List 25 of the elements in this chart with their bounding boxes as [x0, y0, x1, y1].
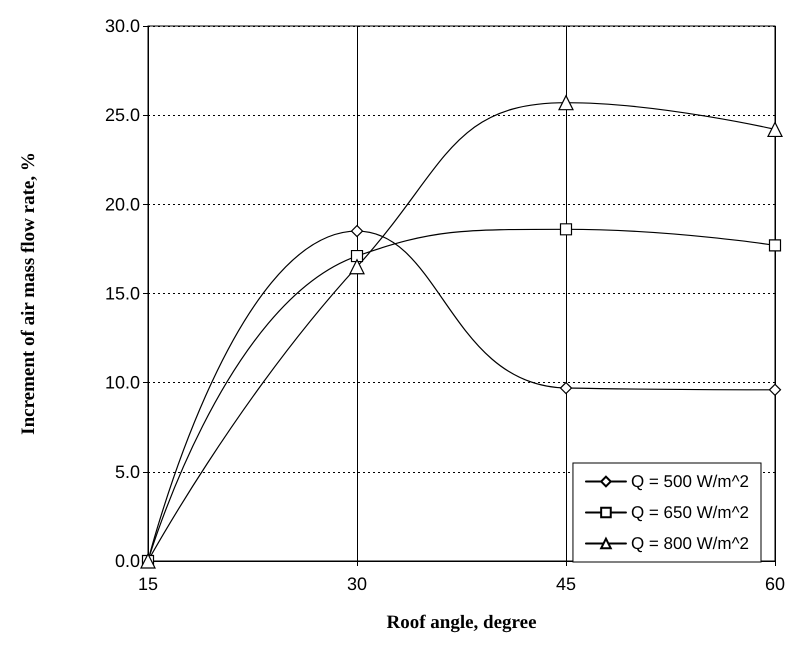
y-tick-label: 5.0: [114, 462, 140, 482]
x-tick-label: 30: [346, 574, 368, 594]
point: [350, 224, 364, 238]
point: [349, 259, 365, 274]
x-axis-title: Roof angle, degree: [386, 612, 537, 633]
y-axis-title: Increment of air mass flow rate, %: [18, 152, 39, 435]
point: [560, 382, 572, 394]
point: [350, 250, 364, 262]
y-tick-label: 15.0: [104, 284, 140, 304]
point: [768, 384, 782, 396]
y-tick-label: 30.0: [104, 16, 140, 36]
y-tick-label: 25.0: [104, 105, 140, 126]
x-tick-label: 15: [138, 574, 158, 594]
point: [768, 239, 782, 252]
legend-label: Q = 800 W/m^2: [630, 534, 749, 553]
legend-label: Q = 500 W/m^2: [630, 472, 749, 491]
y-tick-label: 20.0: [104, 194, 140, 214]
y-tick-label: 0.0: [114, 551, 140, 571]
x-tick-label: 45: [556, 574, 576, 594]
point: [560, 223, 572, 236]
legend-label: Q = 650 W/m^2: [630, 503, 749, 522]
point: [767, 122, 783, 138]
y-tick-label: 10.0: [104, 372, 140, 393]
x-tick-label: 60: [764, 574, 786, 594]
point: [558, 95, 574, 110]
